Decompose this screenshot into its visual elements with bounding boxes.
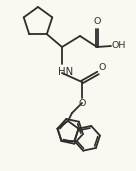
Text: O: O — [93, 16, 101, 25]
Text: O: O — [98, 62, 106, 71]
Text: OH: OH — [112, 42, 126, 50]
Text: O: O — [78, 98, 86, 108]
Text: HN: HN — [58, 67, 74, 77]
